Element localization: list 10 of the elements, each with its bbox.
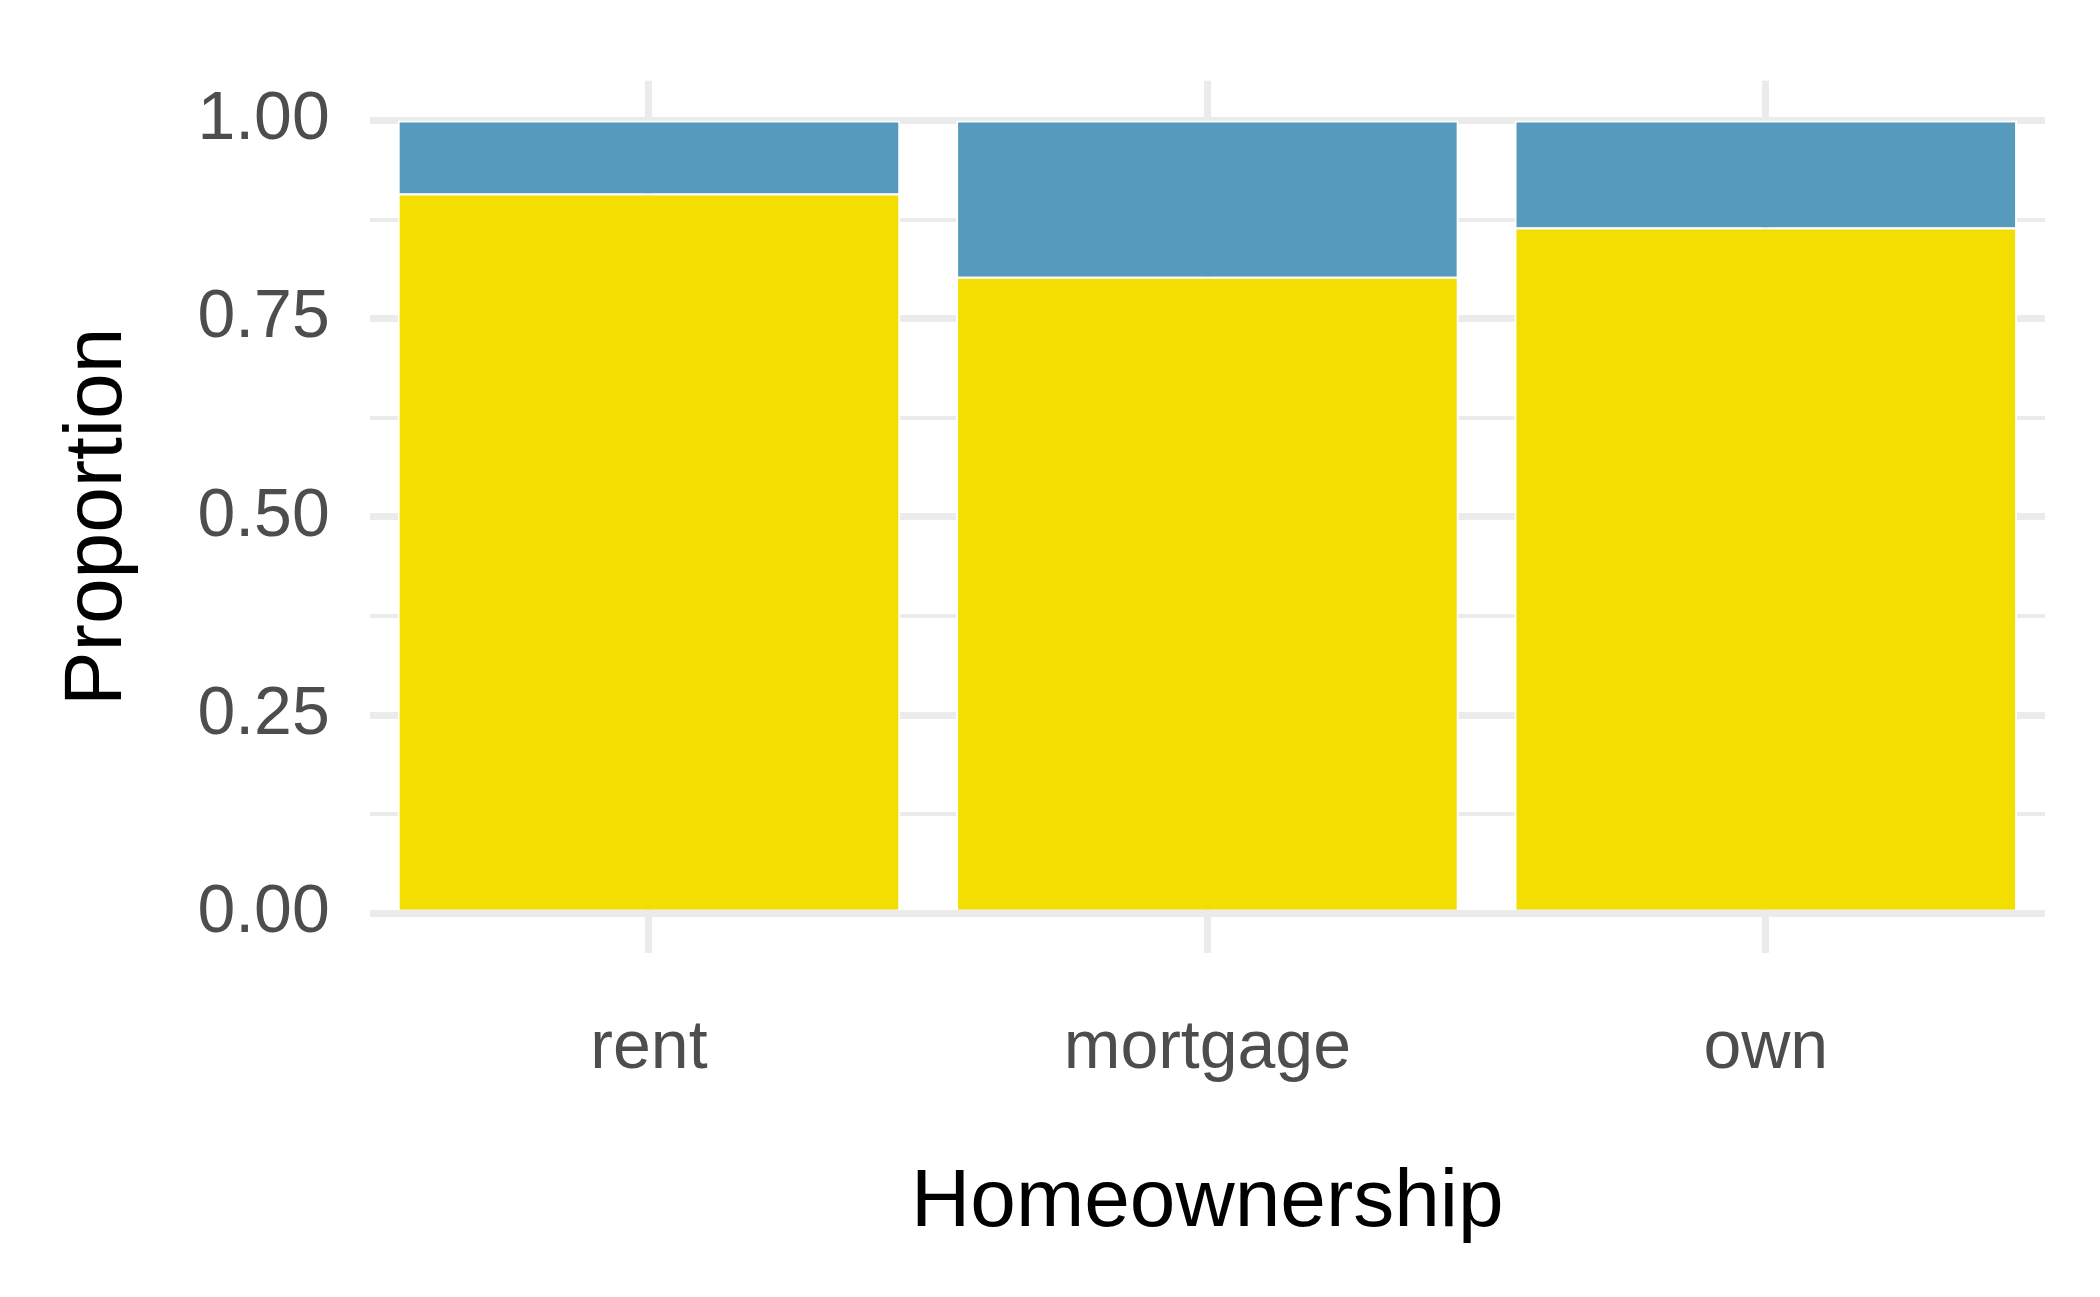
y-tick-label: 0.75 — [197, 275, 330, 352]
x-tick-label: rent — [590, 1005, 708, 1082]
x-axis-title: Homeownership — [911, 1152, 1504, 1244]
y-axis-title: Proportion — [46, 327, 138, 707]
y-tick-label: 1.00 — [197, 77, 330, 154]
y-tick-label: 0.25 — [197, 671, 330, 748]
x-tick-label: mortgage — [1063, 1005, 1352, 1082]
x-tick-label: own — [1703, 1005, 1829, 1082]
y-tick-label: 0.50 — [197, 473, 330, 550]
y-tick-label: 0.00 — [197, 870, 330, 947]
